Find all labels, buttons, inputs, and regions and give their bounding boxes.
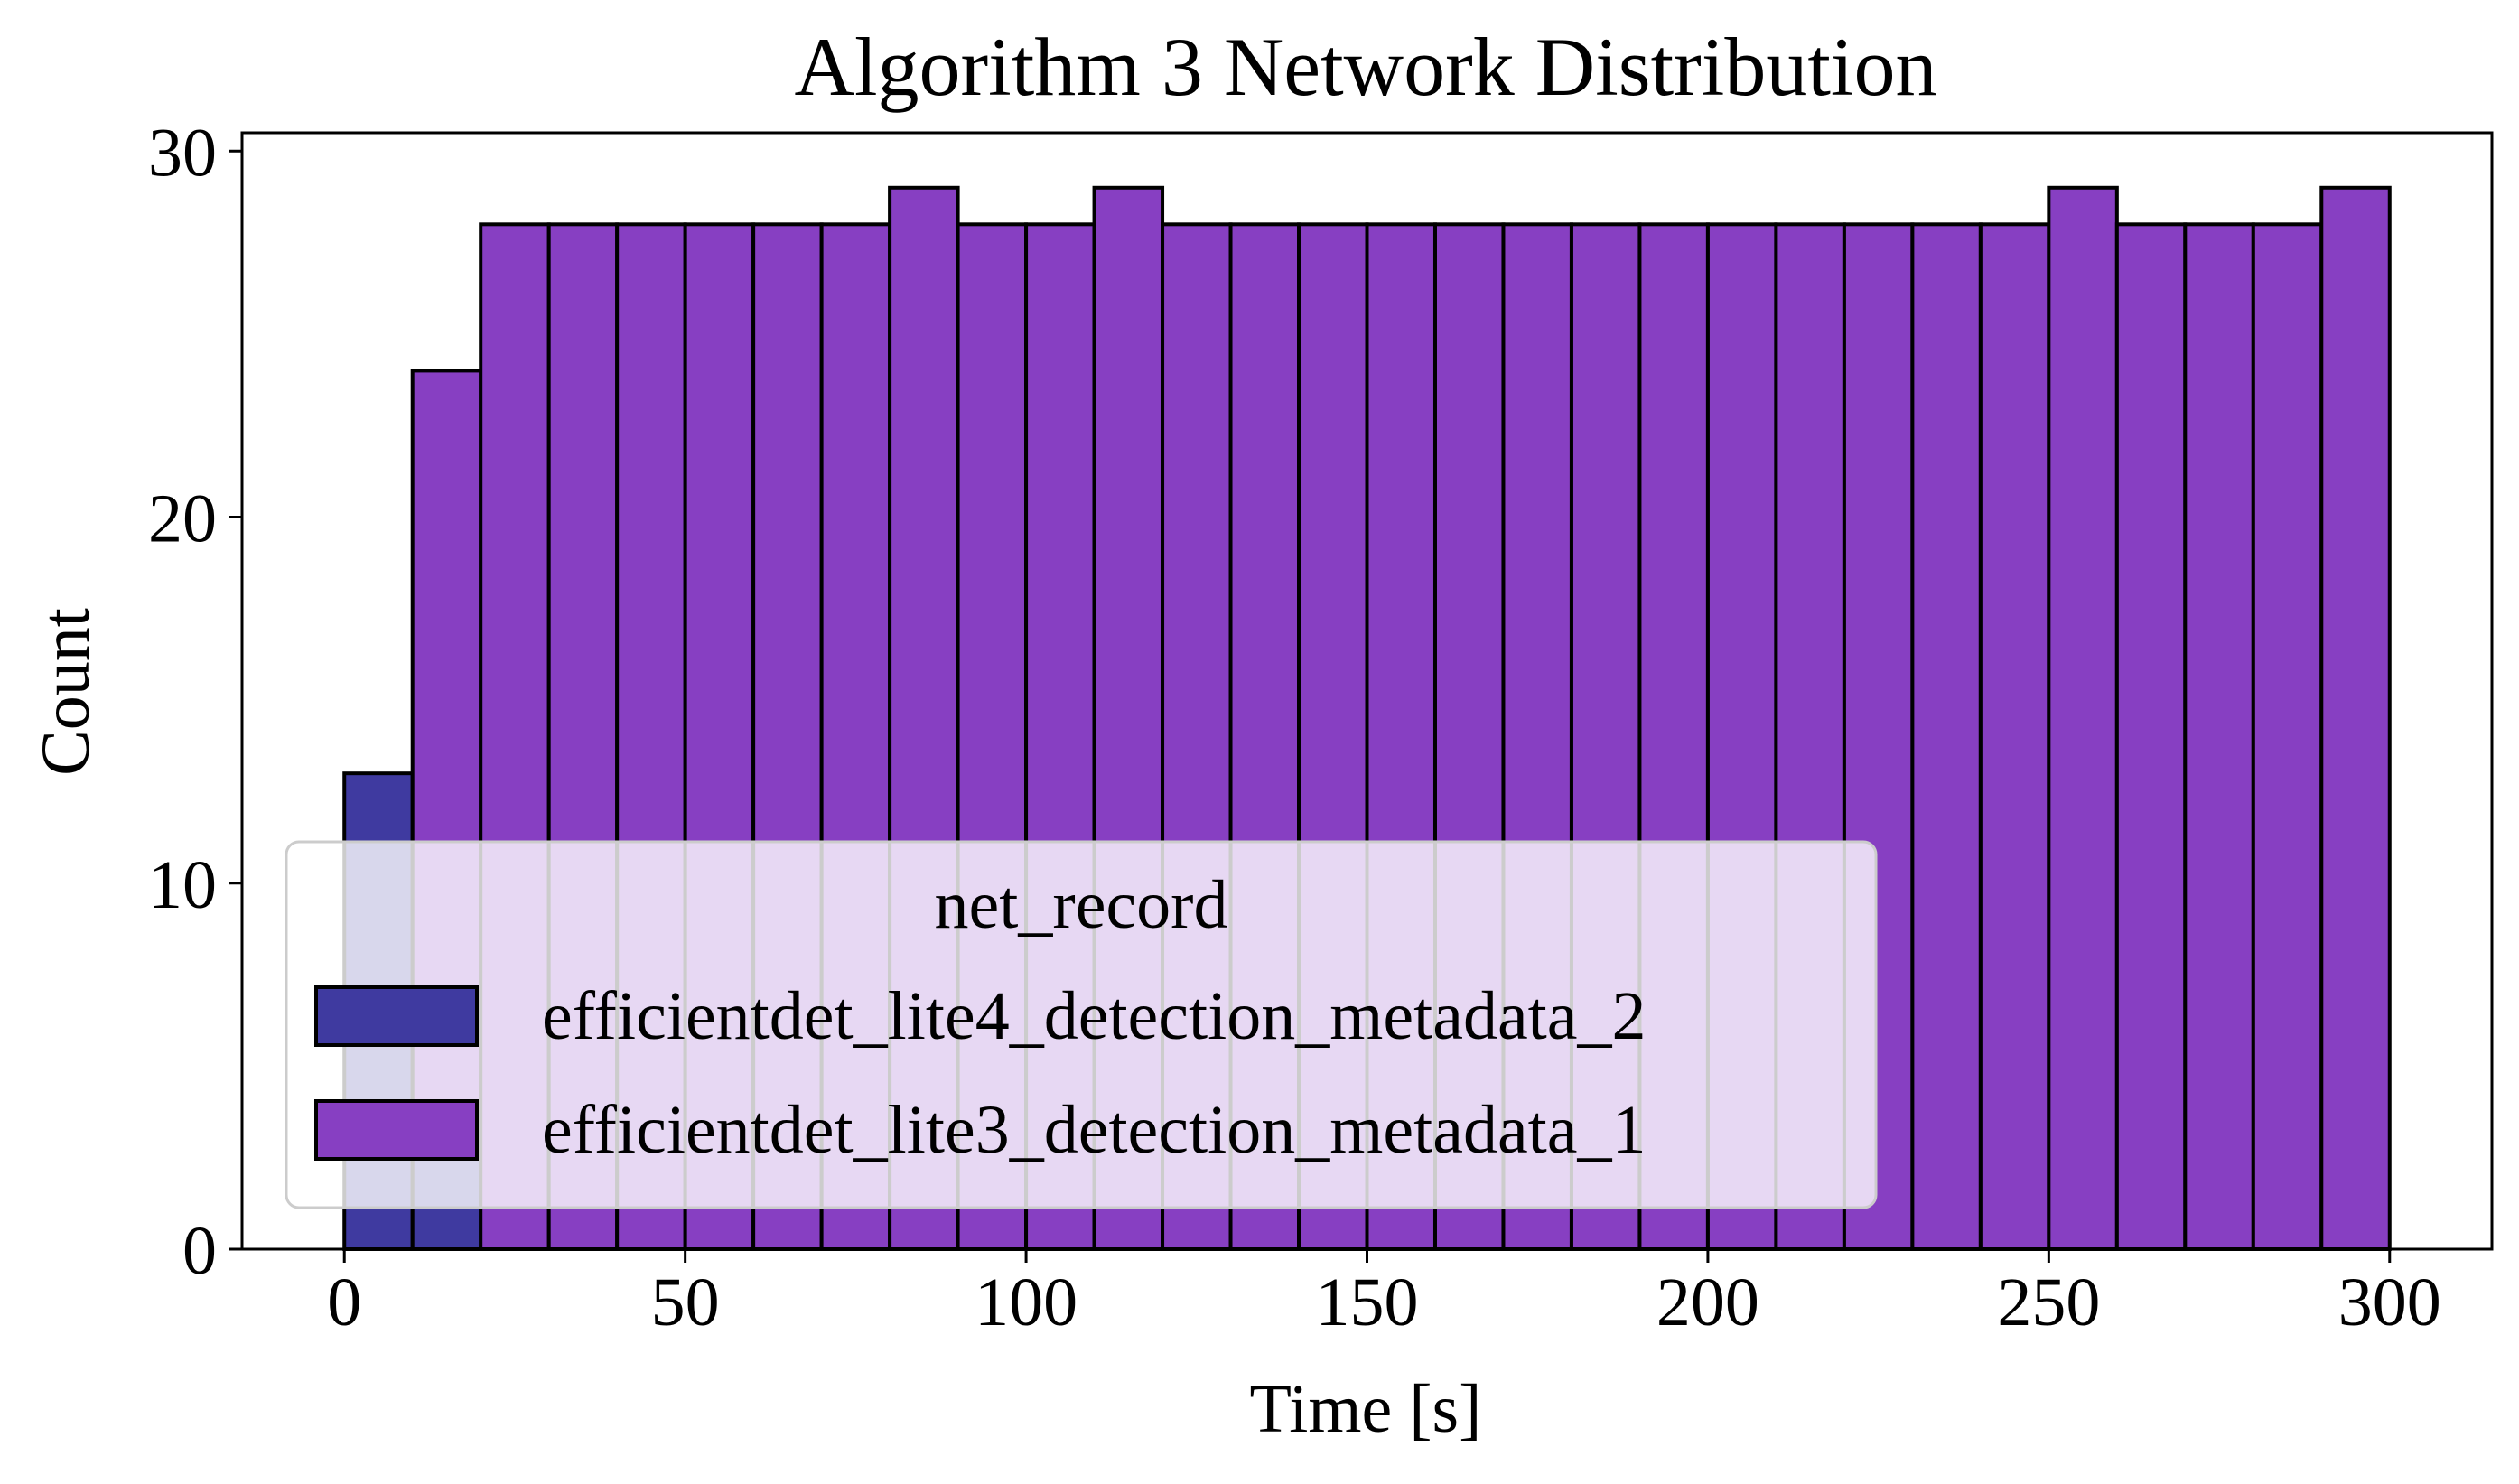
y-tick-label: 20	[148, 481, 217, 557]
histogram-bar-series-2	[2319, 185, 2392, 1252]
histogram-bar-series-2	[2114, 222, 2188, 1251]
legend-entries: efficientdet_lite4_detection_metadata_2e…	[314, 978, 1647, 1168]
histogram-bar-series-2	[2183, 222, 2255, 1251]
legend-swatch	[314, 1099, 479, 1161]
y-tick-label: 30	[148, 115, 217, 191]
legend-box	[285, 840, 1878, 1209]
x-tick-label: 200	[1656, 1265, 1759, 1340]
chart-title: Algorithm 3 Network Distribution	[795, 21, 1937, 113]
histogram-bar-series-2	[2047, 185, 2119, 1252]
x-axis-label: Time [s]	[1250, 1371, 1482, 1447]
legend-title: net_record	[935, 867, 1228, 943]
x-tick-label: 150	[1316, 1265, 1419, 1340]
y-axis-ticks: 0 10 20 30	[148, 115, 242, 1289]
x-axis-ticks: 0 50 100 150 200 250 300	[327, 1249, 2441, 1340]
y-axis-label: Count	[28, 608, 104, 776]
histogram-bar-series-2	[1910, 222, 1983, 1251]
histogram-bar-series-2	[2251, 222, 2324, 1251]
histogram-bar-series-2	[1978, 222, 2051, 1251]
x-tick-label: 50	[651, 1265, 720, 1340]
legend: net_record efficientdet_lite4_detection_…	[285, 840, 1878, 1209]
y-tick-label: 0	[182, 1213, 217, 1289]
legend-label: efficientdet_lite4_detection_metadata_2	[542, 978, 1647, 1054]
y-tick-label: 10	[148, 847, 217, 923]
x-tick-label: 300	[2338, 1265, 2441, 1340]
legend-label: efficientdet_lite3_detection_metadata_1	[542, 1092, 1647, 1168]
x-tick-label: 0	[327, 1265, 361, 1340]
x-tick-label: 100	[975, 1265, 1078, 1340]
legend-swatch	[314, 985, 479, 1047]
x-tick-label: 250	[1997, 1265, 2100, 1340]
